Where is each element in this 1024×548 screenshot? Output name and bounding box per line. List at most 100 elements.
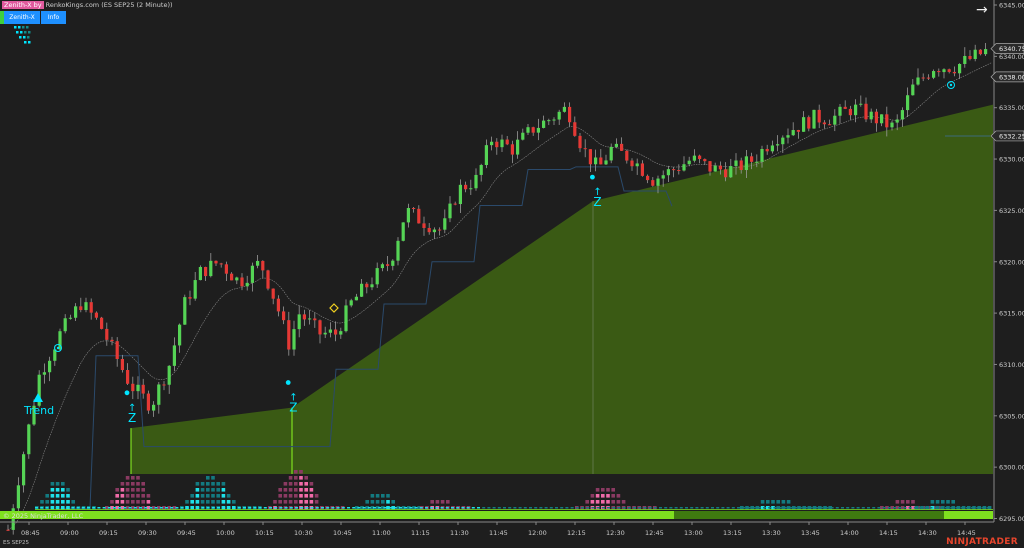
momentum-dot [146, 506, 151, 510]
momentum-dot [227, 507, 231, 509]
time-tick-label: 14:00 [840, 529, 859, 537]
momentum-dot [778, 507, 782, 509]
candle [781, 135, 785, 153]
candle [542, 115, 546, 129]
candle [864, 97, 868, 123]
momentum-dot [167, 506, 171, 510]
momentum-dot [309, 494, 314, 498]
candle [739, 157, 743, 174]
candle-body [136, 384, 140, 392]
candle-body [6, 529, 10, 531]
momentum-dot [841, 507, 844, 509]
candle-body [812, 109, 816, 129]
momentum-dot [55, 482, 60, 486]
momentum-dot [216, 482, 220, 486]
axes[interactable]: 6345.00 6340.00 6335.00 6330.00 6325.00 6320.… [0, 0, 1024, 537]
candle [157, 382, 161, 414]
candle [209, 253, 213, 278]
candle-body [885, 114, 889, 128]
momentum-dot [960, 507, 964, 509]
momentum-dot [180, 507, 184, 509]
candle-body [822, 122, 826, 125]
momentum-dot [414, 507, 418, 509]
momentum-dot [611, 500, 615, 504]
time-tick-label: 13:00 [684, 529, 703, 537]
candle [724, 162, 728, 182]
momentum-dot [299, 482, 303, 486]
momentum-dot [643, 507, 647, 509]
momentum-dot [445, 507, 449, 509]
candle [708, 161, 712, 176]
momentum-dot [115, 494, 119, 498]
time-tick-label: 14:30 [918, 529, 937, 537]
candle [313, 312, 317, 328]
candle [770, 140, 774, 154]
momentum-dot [755, 506, 760, 510]
dot-cluster [18, 26, 21, 29]
candle-body [167, 365, 171, 385]
momentum-dot [929, 507, 933, 509]
chart-title-text: RenkoKings.com (ES SEP25 (2 Minute)) [43, 1, 173, 9]
candle-body [344, 305, 348, 332]
chart-title: Zenith-X by RenkoKings.com (ES SEP25 (2 … [2, 1, 173, 9]
momentum-dot [370, 506, 375, 510]
candle [432, 227, 436, 239]
zenith-x-button[interactable]: Zenith-X [4, 11, 40, 24]
candle-body [791, 130, 795, 136]
momentum-dot [66, 500, 70, 504]
candle [438, 227, 442, 236]
momentum-dot [45, 507, 49, 509]
candle [656, 175, 660, 194]
candle [765, 144, 769, 155]
momentum-dot [136, 476, 140, 480]
target-icon-center [949, 83, 953, 87]
momentum-dot [440, 507, 444, 509]
momentum-dot [867, 507, 870, 509]
candle-body [22, 454, 26, 486]
price-tick-label: 6340.00 [999, 53, 1024, 61]
momentum-dot [595, 494, 600, 498]
momentum-dot [97, 507, 101, 509]
candle-body [516, 139, 520, 155]
candle [536, 118, 540, 141]
candle [510, 140, 514, 164]
momentum-dot [419, 507, 423, 509]
candle [240, 273, 244, 291]
time-tick-label: 09:00 [60, 529, 79, 537]
candle-body [349, 300, 353, 306]
info-button[interactable]: Info [41, 11, 66, 24]
candle [984, 43, 988, 56]
momentum-dot [851, 507, 855, 509]
candle-body [833, 115, 837, 125]
candle [276, 295, 280, 317]
momentum-dot [674, 507, 678, 509]
momentum-dot [55, 500, 60, 504]
candle [318, 319, 322, 344]
candle [74, 303, 78, 321]
candle-body [458, 184, 462, 205]
candle-body [729, 166, 733, 178]
momentum-dot [919, 507, 922, 509]
candle-body [79, 306, 83, 311]
candle-body [609, 146, 613, 161]
momentum-dot [440, 500, 445, 504]
momentum-dot [273, 500, 277, 504]
momentum-dot [895, 506, 900, 510]
candle [323, 326, 327, 339]
momentum-dot [911, 500, 915, 504]
momentum-dot [144, 507, 148, 509]
time-tick-label: 08:45 [21, 529, 40, 537]
momentum-dot [221, 500, 226, 504]
candle-body [890, 122, 894, 128]
candle [526, 124, 530, 136]
momentum-dot [607, 507, 610, 509]
candle-body [365, 283, 369, 288]
price-tick-label: 6320.00 [999, 258, 1024, 266]
candle [479, 163, 483, 182]
candle-body [214, 260, 218, 264]
candle [620, 137, 624, 151]
candle [380, 262, 384, 272]
momentum-dot [190, 500, 194, 504]
arrow-right-icon[interactable]: → [976, 2, 988, 18]
